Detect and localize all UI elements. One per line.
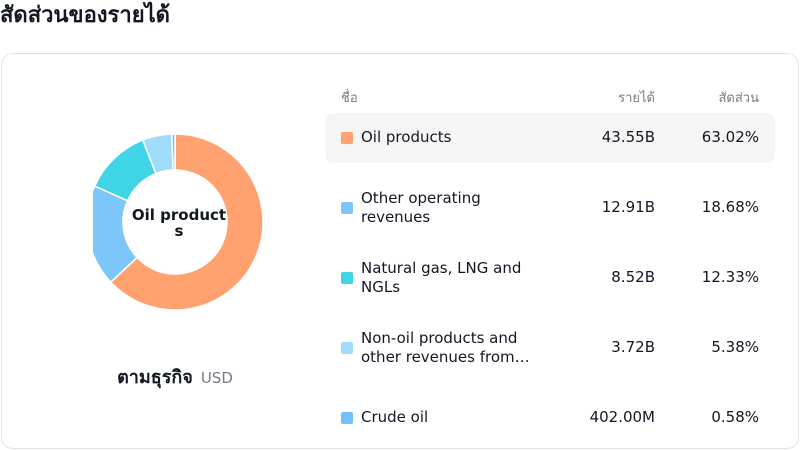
row-revenue: 402.00M: [589, 408, 655, 426]
row-share: 18.68%: [701, 198, 759, 216]
row-name: Other operating revenues: [361, 189, 481, 226]
breakdown-selector[interactable]: ตามธุรกิจ USD: [0, 362, 350, 391]
row-name: Non-oil products and other revenues from…: [361, 329, 530, 366]
table-row[interactable]: Oil products 43.55B 63.02%: [325, 113, 775, 163]
revenue-table: ชื่อ รายได้ สัดส่วน Oil products 43.55B 63…: [325, 80, 775, 450]
table-row[interactable]: Non-oil products and other revenues from…: [325, 313, 775, 383]
row-revenue: 3.72B: [611, 338, 655, 356]
donut-svg: [93, 133, 264, 311]
table-row[interactable]: Natural gas, LNG and NGLs 8.52B 12.33%: [325, 243, 775, 313]
row-name: Crude oil: [361, 408, 429, 426]
header-name: ชื่อ: [341, 91, 358, 106]
row-revenue: 43.55B: [601, 128, 655, 146]
table-header: ชื่อ รายได้ สัดส่วน: [325, 80, 775, 112]
donut-slice[interactable]: [171, 133, 176, 171]
table-row[interactable]: Other operating revenues 12.91B 18.68%: [325, 173, 775, 243]
table-row[interactable]: Crude oil 402.00M 0.58%: [325, 383, 775, 450]
table-body: Oil products 43.55B 63.02% Other operating …: [325, 113, 775, 450]
page-title: สัดส่วนของรายได้: [0, 3, 170, 28]
row-share: 0.58%: [711, 408, 759, 426]
breakdown-by-label: ตามธุรกิจ: [117, 367, 193, 388]
row-name: Oil products: [361, 128, 452, 146]
row-name: Natural gas, LNG and NGLs: [361, 259, 522, 296]
row-share: 12.33%: [701, 268, 759, 286]
legend-swatch: [341, 412, 353, 424]
legend-swatch: [341, 272, 353, 284]
row-revenue: 8.52B: [611, 268, 655, 286]
currency-label: USD: [200, 369, 233, 387]
legend-swatch: [341, 202, 353, 214]
legend-swatch: [341, 342, 353, 354]
header-share: สัดส่วน: [718, 91, 760, 106]
header-revenue: รายได้: [618, 91, 655, 106]
donut-slice[interactable]: [109, 133, 264, 311]
legend-swatch: [341, 132, 353, 144]
row-share: 63.02%: [701, 128, 759, 146]
donut-chart[interactable]: Oil products: [93, 133, 265, 313]
row-revenue: 12.91B: [601, 198, 655, 216]
row-share: 5.38%: [711, 338, 759, 356]
